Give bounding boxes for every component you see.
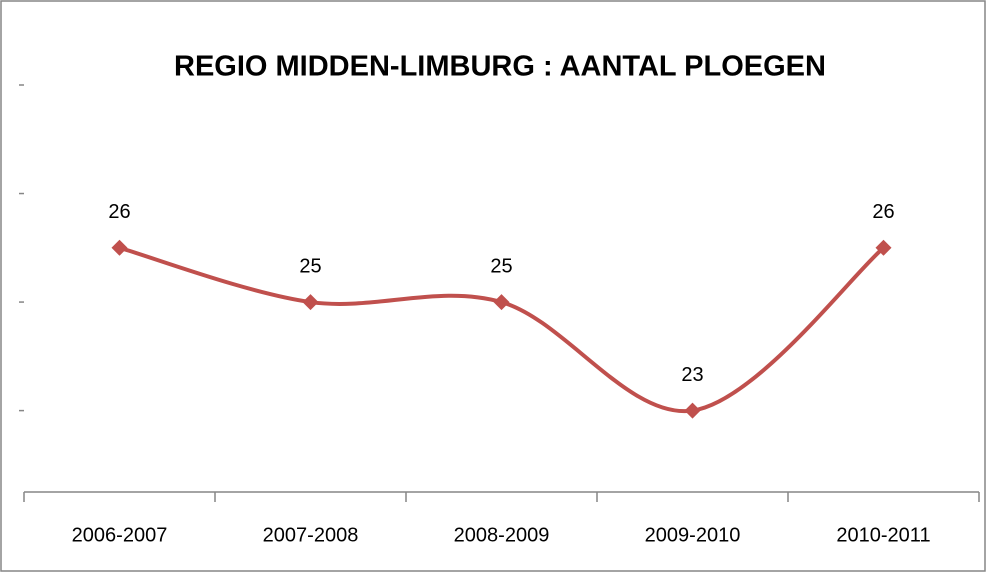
x-tick-label: 2008-2009	[454, 524, 550, 546]
data-label: 26	[108, 201, 130, 223]
x-tick-label: 2009-2010	[645, 524, 741, 546]
x-tick-label: 2010-2011	[836, 524, 930, 546]
marker	[684, 402, 701, 419]
marker	[875, 239, 892, 256]
x-tick-label: 2006-2007	[72, 524, 168, 546]
marker	[302, 294, 319, 311]
marker	[493, 294, 510, 311]
data-label: 26	[872, 201, 894, 223]
data-label: 25	[490, 255, 512, 277]
chart-title: REGIO MIDDEN-LIMBURG : AANTAL PLOEGEN	[174, 51, 826, 83]
data-label: 25	[299, 255, 321, 277]
data-label: 23	[681, 364, 703, 386]
x-tick-label: 2007-2008	[263, 524, 359, 546]
marker	[111, 239, 128, 256]
line	[117, 245, 886, 414]
